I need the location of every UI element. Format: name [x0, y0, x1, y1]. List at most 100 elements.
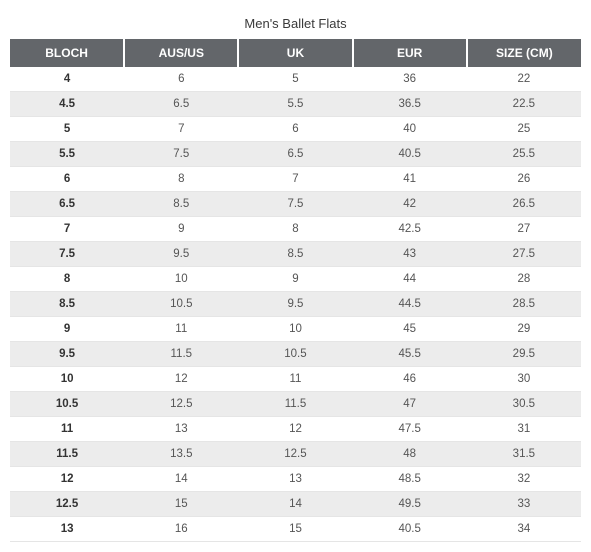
table-cell: 8: [124, 167, 238, 192]
table-cell: 6.5: [238, 142, 352, 167]
table-cell: 11: [124, 317, 238, 342]
table-cell: 7.5: [238, 192, 352, 217]
table-row: 9.511.510.545.529.5: [10, 342, 581, 367]
table-row: 4653622: [10, 67, 581, 92]
table-cell: 8.5: [10, 292, 124, 317]
table-cell: 13.5: [124, 442, 238, 467]
table-cell: 13: [124, 417, 238, 442]
table-cell: 12.5: [238, 442, 352, 467]
table-cell: 5.5: [10, 142, 124, 167]
table-cell: 11: [238, 367, 352, 392]
table-cell: 14: [238, 492, 352, 517]
table-cell: 10: [124, 267, 238, 292]
table-cell: 7: [10, 217, 124, 242]
header-row: BLOCH AUS/US UK EUR SIZE (CM): [10, 39, 581, 67]
col-header-bloch: BLOCH: [10, 39, 124, 67]
table-cell: 9.5: [124, 242, 238, 267]
table-cell: 8.5: [238, 242, 352, 267]
table-row: 1012114630: [10, 367, 581, 392]
table-cell: 6: [124, 67, 238, 92]
table-cell: 33: [467, 492, 581, 517]
table-cell: 44: [353, 267, 467, 292]
table-cell: 40.5: [353, 517, 467, 542]
col-header-ausus: AUS/US: [124, 39, 238, 67]
table-cell: 29.5: [467, 342, 581, 367]
col-header-uk: UK: [238, 39, 352, 67]
col-header-eur: EUR: [353, 39, 467, 67]
table-cell: 30.5: [467, 392, 581, 417]
table-cell: 8: [238, 217, 352, 242]
table-cell: 12: [124, 367, 238, 392]
title-row: Men's Ballet Flats: [10, 10, 581, 39]
table-cell: 4.5: [10, 92, 124, 117]
table-cell: 47.5: [353, 417, 467, 442]
table-cell: 45: [353, 317, 467, 342]
table-row: 5764025: [10, 117, 581, 142]
table-cell: 40: [353, 117, 467, 142]
table-cell: 47: [353, 392, 467, 417]
table-row: 911104529: [10, 317, 581, 342]
table-cell: 26: [467, 167, 581, 192]
table-cell: 9: [10, 317, 124, 342]
table-cell: 34: [467, 517, 581, 542]
table-cell: 12.5: [124, 392, 238, 417]
table-cell: 36.5: [353, 92, 467, 117]
table-cell: 48: [353, 442, 467, 467]
table-cell: 11.5: [10, 442, 124, 467]
table-cell: 48.5: [353, 467, 467, 492]
table-cell: 27.5: [467, 242, 581, 267]
table-cell: 26.5: [467, 192, 581, 217]
table-cell: 42: [353, 192, 467, 217]
table-cell: 10.5: [124, 292, 238, 317]
table-cell: 29: [467, 317, 581, 342]
table-cell: 28: [467, 267, 581, 292]
table-row: 4.56.55.536.522.5: [10, 92, 581, 117]
table-cell: 6: [10, 167, 124, 192]
table-cell: 12.5: [10, 492, 124, 517]
table-cell: 11: [10, 417, 124, 442]
table-cell: 13: [10, 517, 124, 542]
table-cell: 10: [238, 317, 352, 342]
table-cell: 16: [124, 517, 238, 542]
table-cell: 15: [124, 492, 238, 517]
table-row: 12.5151449.533: [10, 492, 581, 517]
table-cell: 11.5: [124, 342, 238, 367]
table-cell: 32: [467, 467, 581, 492]
table-cell: 31.5: [467, 442, 581, 467]
table-cell: 11.5: [238, 392, 352, 417]
table-cell: 10: [10, 367, 124, 392]
size-chart-table: Men's Ballet Flats BLOCH AUS/US UK EUR S…: [10, 10, 581, 542]
table-row: 10.512.511.54730.5: [10, 392, 581, 417]
table-cell: 9.5: [238, 292, 352, 317]
table-cell: 10.5: [10, 392, 124, 417]
table-row: 6874126: [10, 167, 581, 192]
table-cell: 13: [238, 467, 352, 492]
table-cell: 36: [353, 67, 467, 92]
table-cell: 5: [238, 67, 352, 92]
table-cell: 25: [467, 117, 581, 142]
table-row: 81094428: [10, 267, 581, 292]
table-cell: 22.5: [467, 92, 581, 117]
table-cell: 8.5: [124, 192, 238, 217]
table-row: 79842.527: [10, 217, 581, 242]
table-cell: 31: [467, 417, 581, 442]
table-row: 13161540.534: [10, 517, 581, 542]
table-row: 5.57.56.540.525.5: [10, 142, 581, 167]
table-cell: 5: [10, 117, 124, 142]
table-cell: 49.5: [353, 492, 467, 517]
col-header-sizecm: SIZE (CM): [467, 39, 581, 67]
table-cell: 25.5: [467, 142, 581, 167]
table-row: 11131247.531: [10, 417, 581, 442]
table-cell: 9.5: [10, 342, 124, 367]
table-row: 6.58.57.54226.5: [10, 192, 581, 217]
table-cell: 5.5: [238, 92, 352, 117]
table-cell: 4: [10, 67, 124, 92]
table-cell: 9: [124, 217, 238, 242]
table-cell: 6.5: [10, 192, 124, 217]
table-cell: 7.5: [124, 142, 238, 167]
table-cell: 43: [353, 242, 467, 267]
table-cell: 6.5: [124, 92, 238, 117]
table-cell: 8: [10, 267, 124, 292]
table-row: 11.513.512.54831.5: [10, 442, 581, 467]
table-cell: 45.5: [353, 342, 467, 367]
